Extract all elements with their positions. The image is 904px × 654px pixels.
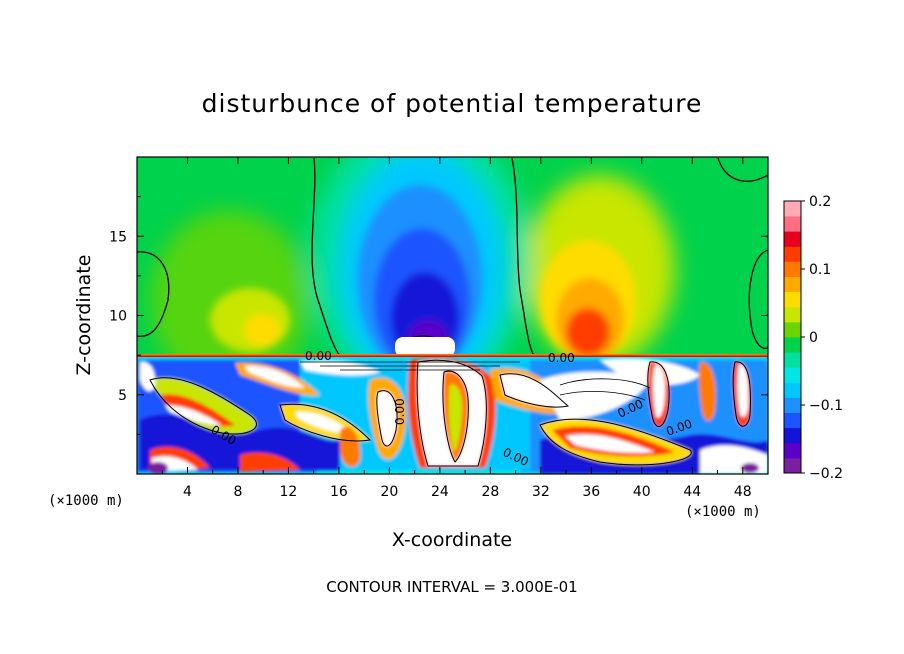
- contour-line-3: [416, 359, 487, 467]
- colorbar-swatch: [784, 321, 801, 338]
- colorbar-swatches: [784, 201, 801, 474]
- colorbar-ticks: 0.2 0.1 0 −0.1 −0.2: [801, 194, 843, 482]
- swirl-13: [540, 371, 650, 420]
- swirl-10: [376, 390, 398, 446]
- inversion-layer-core: [137, 355, 768, 358]
- x-axis-ticks: 4 8 12 16 20 24 28 32 36 40 44 48: [161, 157, 752, 500]
- y-tick-label: 10: [109, 309, 127, 325]
- contour-interval-note: CONTOUR INTERVAL = 3.000E-01: [326, 578, 577, 596]
- x-tick-label: 28: [481, 484, 499, 500]
- swirl-28: [140, 361, 156, 392]
- swirl-5: [245, 365, 305, 388]
- colorbar-swatch: [784, 397, 801, 413]
- swirl-3: [165, 405, 222, 425]
- x-axis-label: X-coordinate: [392, 529, 512, 551]
- contour-zero-upper-right: [511, 157, 535, 357]
- colorbar-swatch: [784, 216, 801, 232]
- right-warm-peak: [566, 308, 610, 356]
- plot-area: 0.00 0.00 0.00 0.00 0.00 0.00 0.00: [137, 157, 768, 474]
- y-tick-label: 15: [109, 229, 127, 245]
- upper-field: [137, 157, 768, 357]
- contour-line-2: [279, 403, 372, 442]
- x-unit-left: (×1000 m): [48, 493, 124, 509]
- colorbar-swatch: [784, 367, 801, 383]
- swirl-7: [295, 411, 352, 434]
- purple-patch-2: [741, 463, 759, 473]
- swirl-16: [565, 434, 655, 453]
- contour-line-7: [376, 390, 398, 447]
- plume-4: [448, 384, 462, 452]
- colorbar-tick-label: −0.2: [809, 466, 843, 482]
- y-axis-label: Z-coordinate: [73, 255, 95, 376]
- colorbar-swatch: [784, 201, 801, 217]
- chart-title: disturbunce of potential temperature: [202, 89, 703, 118]
- colorbar-swatch: [784, 276, 801, 293]
- contour-line-6: [539, 418, 692, 466]
- contour-zero-right-edge: [748, 249, 768, 350]
- lower-field: [137, 357, 768, 474]
- x-tick-label: 32: [532, 484, 550, 500]
- contour-label: 0.00: [548, 351, 575, 365]
- purple-patch-1: [148, 462, 168, 474]
- contour-line-4: [442, 370, 469, 463]
- x-tick-label: 44: [683, 484, 701, 500]
- contour-line-10: [300, 361, 520, 371]
- colorbar-swatch: [784, 261, 801, 277]
- x-tick-label: 36: [582, 484, 600, 500]
- contour-label: 0.00: [393, 398, 407, 425]
- colorbar-tick-label: 0.1: [809, 262, 831, 278]
- swirl-22: [737, 363, 749, 417]
- x-tick-label: 4: [183, 484, 192, 500]
- contour-zero-left-edge: [137, 251, 170, 337]
- colorbar-swatch: [784, 382, 801, 398]
- x-tick-label: 40: [633, 484, 651, 500]
- colorbar-tick-label: −0.1: [809, 398, 843, 414]
- contour-line-11: [559, 378, 651, 401]
- x-tick-label: 20: [380, 484, 398, 500]
- colorbar-swatch: [784, 412, 801, 429]
- inversion-white: [395, 337, 455, 357]
- colorbar-swatch: [784, 442, 801, 459]
- contour-zero-top-right: [717, 157, 768, 182]
- x-tick-label: 16: [330, 484, 348, 500]
- contour-line-1: [149, 377, 257, 435]
- y-axis-ticks: 5 10 15: [109, 196, 768, 435]
- colorbar-tick-label: 0.2: [809, 194, 831, 210]
- x-tick-label: 24: [431, 484, 449, 500]
- swirl-2: [160, 394, 235, 427]
- colorbar-swatch: [784, 306, 801, 323]
- colorbar-tick-label: 0: [809, 330, 818, 346]
- y-tick-label: 5: [118, 388, 127, 404]
- colorbar-swatch: [784, 231, 801, 247]
- swirl-8: [340, 426, 361, 467]
- left-warm-peak: [244, 314, 280, 346]
- x-unit-right: (×1000 m): [685, 504, 761, 520]
- swirl-19: [652, 364, 666, 418]
- contour-line-5: [499, 373, 570, 408]
- colorbar-swatch: [784, 337, 801, 353]
- contour-line-9: [732, 361, 751, 427]
- colorbar: 0.2 0.1 0 −0.1 −0.2: [783, 194, 843, 482]
- swirl-20: [698, 361, 716, 421]
- x-tick-label: 12: [280, 484, 298, 500]
- colorbar-swatch: [784, 246, 801, 262]
- x-tick-label: 48: [734, 484, 752, 500]
- swirl-27: [300, 360, 380, 376]
- swirl-25: [240, 452, 300, 472]
- contour-label: 0.00: [305, 349, 332, 363]
- colorbar-swatch: [784, 427, 801, 444]
- contour-zero-upper-left: [311, 157, 341, 357]
- colorbar-swatch: [784, 457, 801, 474]
- colorbar-swatch: [784, 291, 801, 308]
- colorbar-swatch: [784, 352, 801, 368]
- x-tick-label: 8: [233, 484, 242, 500]
